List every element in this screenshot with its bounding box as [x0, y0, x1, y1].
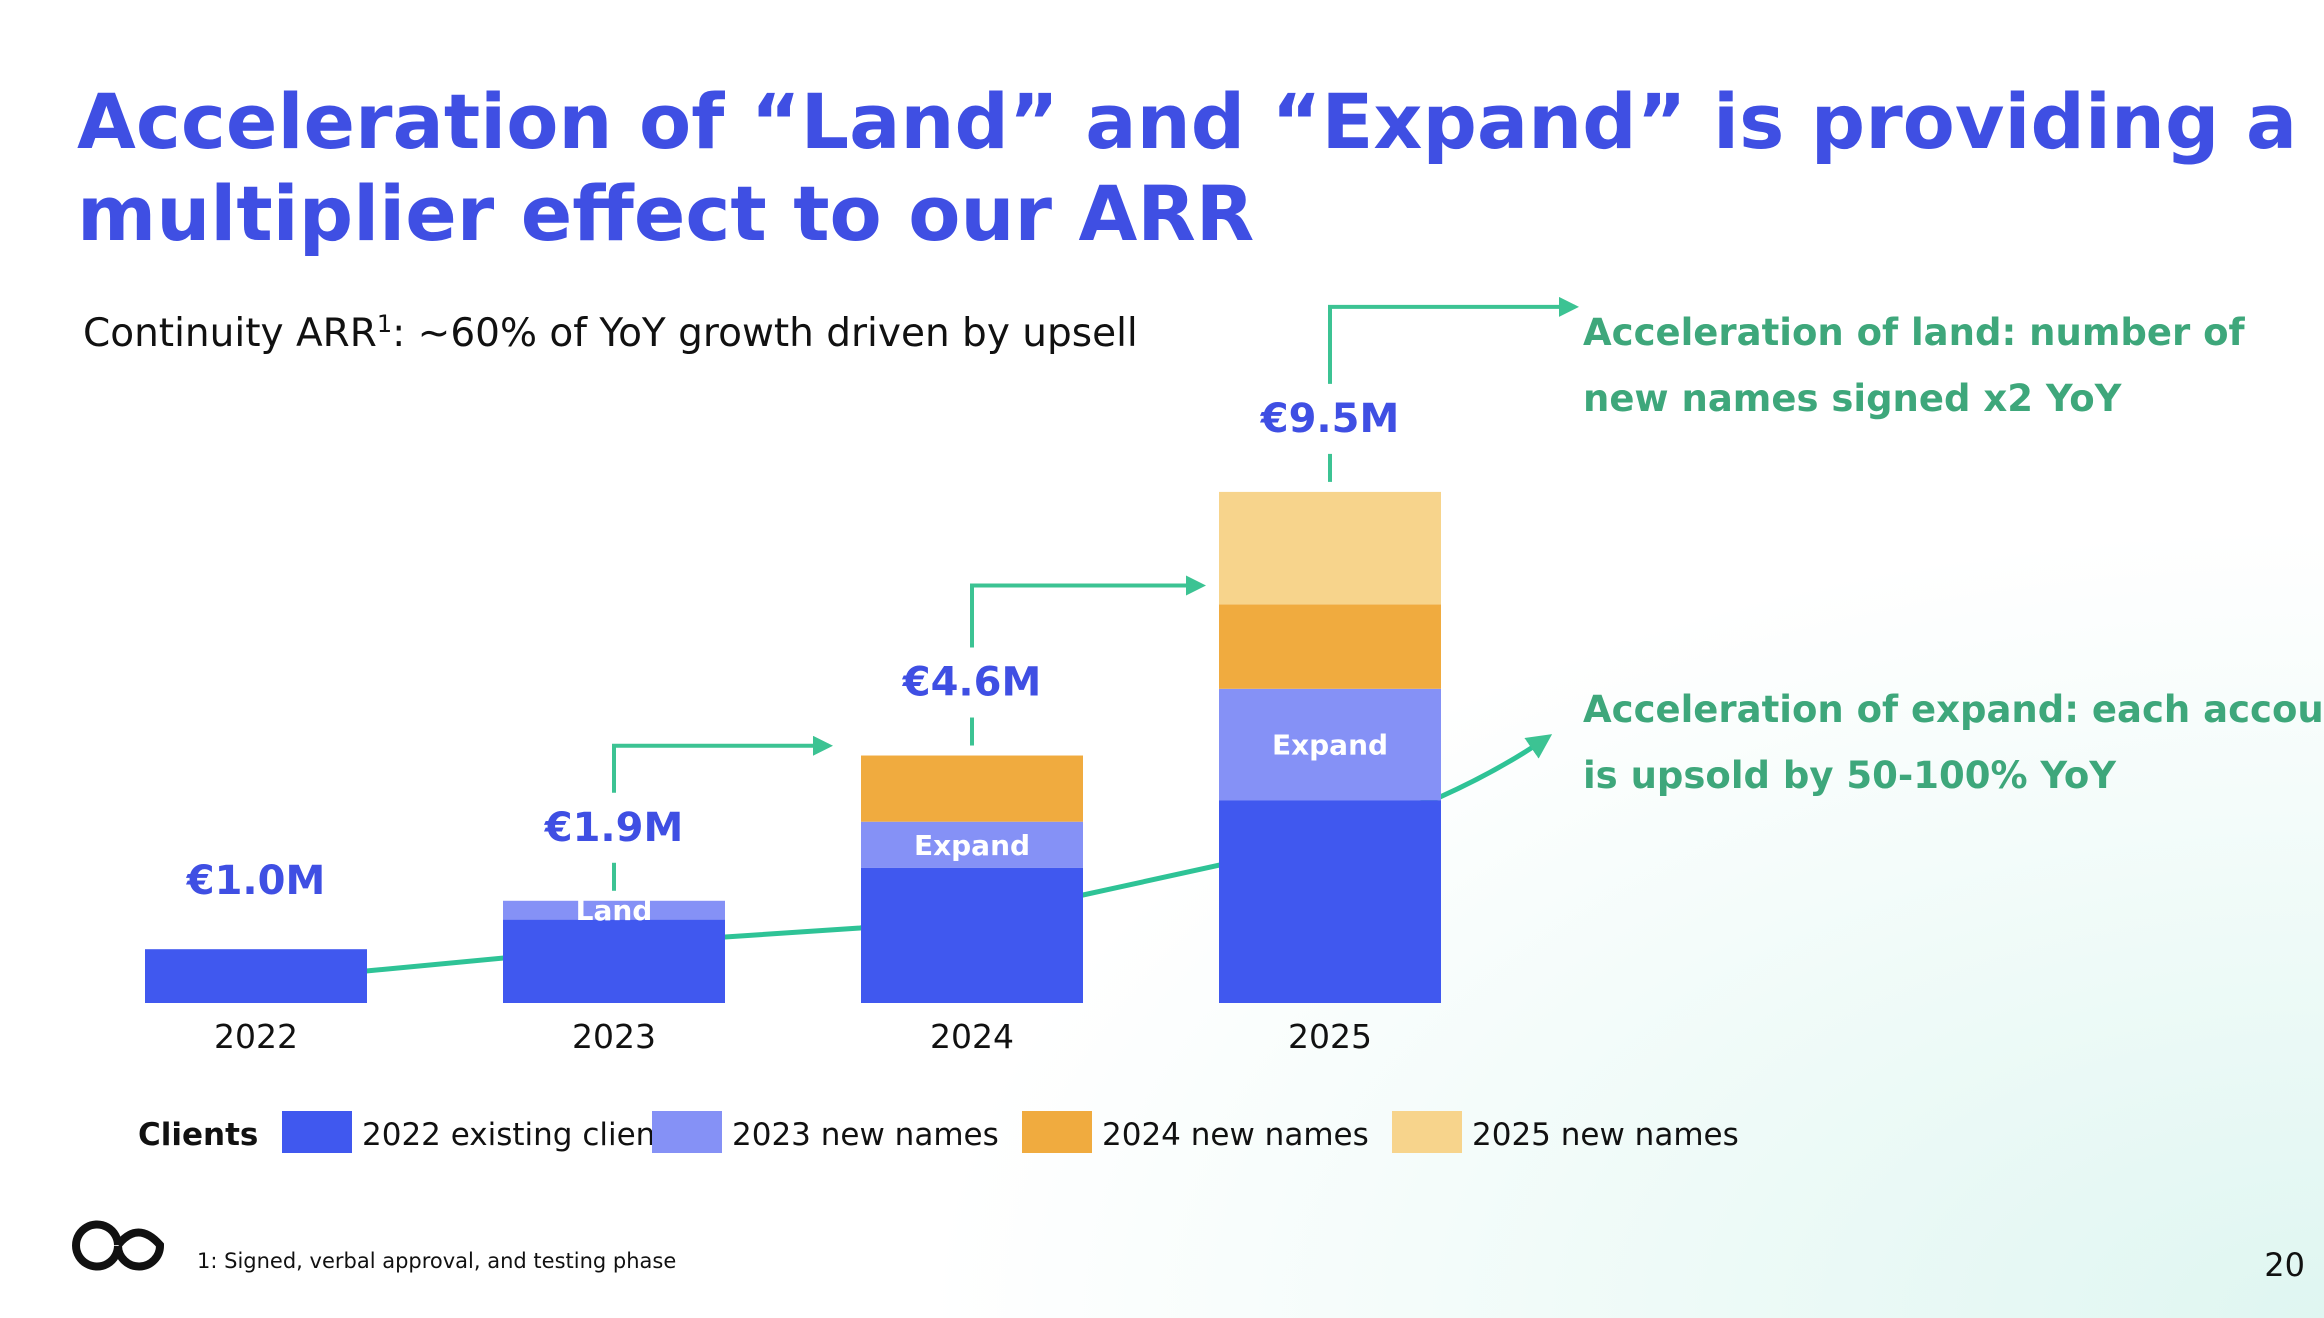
legend-swatch: [1392, 1111, 1462, 1153]
legend-title: Clients: [138, 1117, 258, 1153]
bar-segment: [1219, 688, 1441, 801]
logo: [72, 1220, 165, 1271]
growth-arrow: [612, 735, 833, 793]
legend-swatch: [1022, 1111, 1092, 1153]
footnote: 1: Signed, verbal approval, and testing …: [197, 1249, 676, 1273]
bar-segment: [1219, 491, 1441, 605]
total-label: €1.0M: [186, 858, 326, 904]
x-tick-label: 2023: [572, 1017, 656, 1056]
segment-label: Land: [576, 894, 653, 927]
bar-segment: [503, 919, 725, 1003]
legend-swatch: [652, 1111, 722, 1153]
annotation: Acceleration of expand: each account: [1583, 688, 2324, 731]
growth-arrow: [970, 575, 1206, 648]
bar-segment: [861, 821, 1083, 868]
subtitle-text: : ~60% of YoY growth driven by upsell: [392, 311, 1138, 356]
subtitle-text: Continuity ARR: [83, 311, 377, 356]
x-tick-label: 2025: [1288, 1017, 1372, 1056]
total-label: €9.5M: [1260, 396, 1400, 442]
total-label: €4.6M: [902, 660, 1042, 706]
annotation: Acceleration of land: number of: [1583, 311, 2246, 354]
segment-label: Expand: [914, 829, 1030, 862]
legend-label: 2023 new names: [732, 1117, 999, 1153]
bar-segment: [145, 949, 367, 1003]
annotation: is upsold by 50-100% YoY: [1583, 754, 2117, 797]
bar-segment: [503, 900, 725, 920]
title-line: Acceleration of “Land” and “Expand” is p…: [77, 77, 2297, 166]
x-tick-label: 2022: [214, 1017, 298, 1056]
title-line: multiplier effect to our ARR: [77, 169, 1254, 258]
bar-segment: [1219, 800, 1441, 1003]
legend-label: 2024 new names: [1102, 1117, 1369, 1153]
bar-segment: [1219, 604, 1441, 689]
total-label: €1.9M: [544, 805, 684, 851]
bar-segment: [861, 867, 1083, 1003]
page-number: 20: [2264, 1246, 2305, 1284]
annotation: new names signed x2 YoY: [1583, 377, 2123, 420]
subtitle: Continuity ARR1: ~60% of YoY growth driv…: [83, 310, 1138, 356]
segment-label: Expand: [1272, 728, 1388, 761]
x-tick-label: 2024: [930, 1017, 1014, 1056]
subtitle-sup: 1: [377, 310, 392, 338]
legend-swatch: [282, 1111, 352, 1153]
growth-arrow: [1328, 296, 1579, 384]
legend-label: 2025 new names: [1472, 1117, 1739, 1153]
legend-label: 2022 existing clients: [362, 1117, 684, 1153]
bar-segment: [861, 755, 1083, 822]
